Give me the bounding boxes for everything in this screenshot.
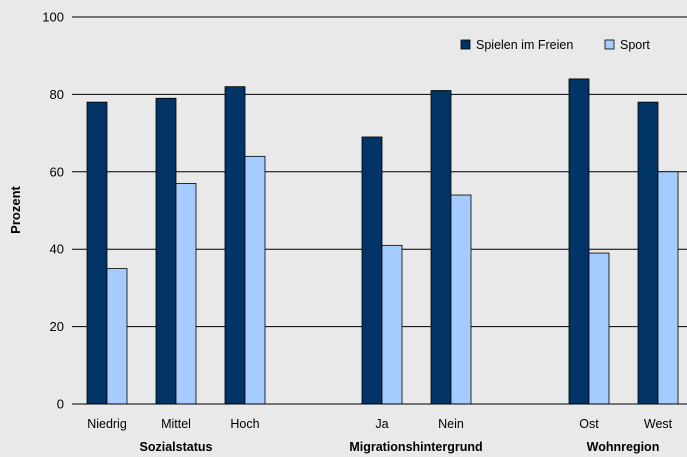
bar-sport-niedrig [106,268,128,405]
legend: Spielen im Freien Sport [460,38,650,52]
y-axis-label: Prozent [8,185,23,233]
bars [86,78,679,405]
x-tick-label: Nein [438,417,464,431]
x-axis-labels: Niedrig Mittel Hoch Ja Nein Ost West [87,417,672,431]
y-tick-label: 0 [57,397,64,412]
legend-label: Sport [620,38,650,52]
y-tick-label: 60 [50,164,64,179]
bar-sport-nein [450,194,472,405]
legend-swatch [604,39,615,50]
x-tick-label: Niedrig [87,417,127,431]
legend-swatch [460,39,471,50]
group-label: Wohnregion [587,440,660,454]
bar-sport-mittel [175,183,197,405]
bar-spielen-niedrig [86,101,108,405]
bar-spielen-ja [361,136,383,405]
bar-spielen-ost [568,78,590,405]
bar-sport-ost [588,252,610,405]
bar-spielen-mittel [155,97,177,405]
y-tick-label: 40 [50,242,64,257]
x-tick-label: Ja [375,417,388,431]
bar-sport-ja [381,244,403,405]
x-tick-label: West [644,417,673,431]
group-labels: Sozialstatus Migrationshintergrund Wohnreg… [140,440,660,454]
group-label: Migrationshintergrund [349,440,482,454]
bar-spielen-west [637,101,659,405]
y-axis-ticks: 0 20 40 60 80 100 [42,10,64,412]
group-label: Sozialstatus [140,440,213,454]
bar-sport-west [657,171,679,405]
y-tick-label: 80 [50,87,64,102]
x-tick-label: Mittel [161,417,191,431]
bar-sport-hoch [244,155,266,405]
y-tick-label: 20 [50,319,64,334]
y-tick-label: 100 [42,10,64,25]
x-tick-label: Hoch [230,417,259,431]
legend-label: Spielen im Freien [476,38,573,52]
x-tick-label: Ost [579,417,599,431]
bar-spielen-hoch [224,86,246,405]
bar-spielen-nein [430,90,452,405]
